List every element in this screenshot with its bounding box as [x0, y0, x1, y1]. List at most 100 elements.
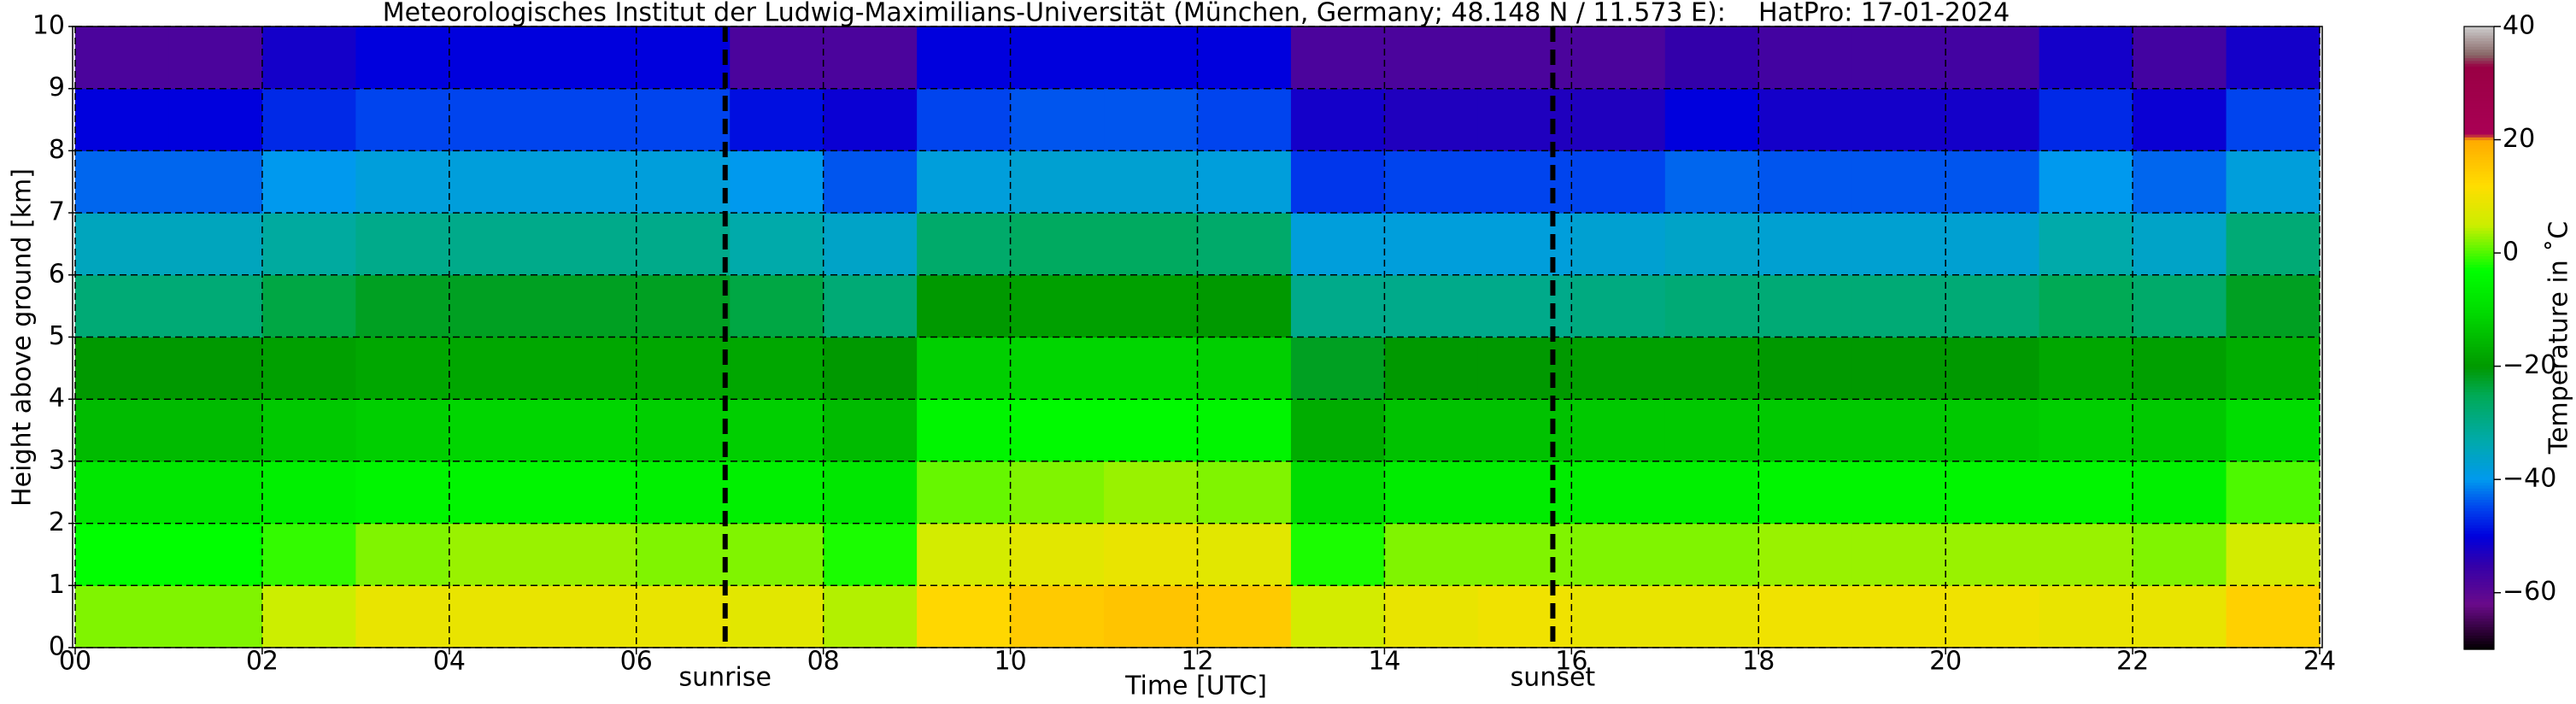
- heatmap-cell: [1945, 150, 2040, 214]
- colorbar-segment: [2464, 431, 2494, 435]
- colorbar-segment: [2464, 156, 2494, 161]
- colorbar-segment: [2464, 97, 2494, 101]
- colorbar-segment: [2464, 366, 2494, 370]
- heatmap-cell: [730, 26, 824, 90]
- colorbar-segment: [2464, 422, 2494, 426]
- colorbar-segment: [2464, 637, 2494, 642]
- heatmap-cell: [636, 88, 731, 151]
- x-tick-label: 24: [2303, 647, 2336, 677]
- heatmap-cell: [1571, 461, 1666, 525]
- colorbar-segment: [2464, 154, 2494, 158]
- colorbar-segment: [2464, 349, 2494, 353]
- heatmap-cell: [355, 461, 450, 525]
- heatmap-cell: [1851, 337, 1946, 400]
- heatmap-cell: [1197, 88, 1292, 151]
- colorbar-segment: [2464, 419, 2494, 424]
- heatmap-cell: [917, 213, 1012, 276]
- y-tick-label: 3: [49, 445, 65, 475]
- colorbar-segment: [2464, 290, 2494, 294]
- colorbar-segment: [2464, 68, 2494, 73]
- heatmap-cell: [917, 399, 1012, 462]
- colorbar-segment: [2464, 536, 2494, 540]
- heatmap-cell: [1758, 274, 1853, 337]
- heatmap-cell: [2039, 213, 2133, 276]
- colorbar-segment: [2464, 493, 2494, 497]
- colorbar-segment: [2464, 598, 2494, 602]
- y-tick-label: 4: [49, 384, 65, 414]
- colorbar-segment: [2464, 641, 2494, 644]
- heatmap-cell: [1758, 337, 1853, 400]
- colorbar-segment: [2464, 575, 2494, 579]
- colorbar-segment: [2464, 72, 2494, 75]
- heatmap-cell: [2226, 585, 2321, 648]
- colorbar-segment: [2464, 307, 2494, 310]
- heatmap-cell: [2133, 461, 2227, 525]
- colorbar-segment: [2464, 227, 2494, 232]
- heatmap-cell: [1290, 461, 1385, 525]
- heatmap-cell: [917, 337, 1012, 400]
- colorbar-segment: [2464, 43, 2494, 47]
- heatmap-cell: [355, 213, 450, 276]
- colorbar-segment: [2464, 473, 2494, 478]
- heatmap-cell: [1851, 26, 1946, 90]
- heatmap-cell: [1104, 26, 1198, 90]
- heatmap-cell: [449, 26, 543, 90]
- colorbar-segment: [2464, 204, 2494, 208]
- colorbar-segment: [2464, 309, 2494, 314]
- colorbar-segment: [2464, 402, 2494, 407]
- heatmap-cell: [823, 585, 918, 648]
- heatmap-cell: [2039, 150, 2133, 214]
- colorbar-segment: [2464, 286, 2494, 290]
- heatmap-cell: [1290, 274, 1385, 337]
- colorbar-segment: [2464, 159, 2494, 163]
- heatmap-cell: [1945, 523, 2040, 586]
- heatmap-cell: [1010, 337, 1105, 400]
- heatmap-cell: [1384, 274, 1479, 337]
- y-tick-label: 5: [49, 321, 65, 351]
- heatmap-cell: [1104, 274, 1198, 337]
- colorbar-segment: [2464, 292, 2494, 296]
- heatmap-cell: [1571, 523, 1666, 586]
- heatmap-cell: [1477, 585, 1572, 648]
- heatmap-cell: [1945, 88, 2040, 151]
- heatmap-cell: [1384, 523, 1479, 586]
- colorbar-segment: [2464, 295, 2494, 299]
- heatmap-cell: [168, 213, 263, 276]
- heatmap-cell: [261, 399, 356, 462]
- heatmap-cell: [1384, 150, 1479, 214]
- heatmap-cell: [730, 213, 824, 276]
- heatmap-cell: [1945, 337, 2040, 400]
- colorbar-segment: [2464, 385, 2494, 390]
- colorbar-segment: [2464, 533, 2494, 537]
- heatmap-cell: [261, 213, 356, 276]
- colorbar-segment: [2464, 244, 2494, 249]
- heatmap-cell: [449, 274, 543, 337]
- colorbar-segment: [2464, 109, 2494, 113]
- heatmap-cell: [1945, 399, 2040, 462]
- colorbar-segment: [2464, 443, 2494, 447]
- colorbar-segment: [2464, 346, 2494, 350]
- heatmap-cell: [636, 461, 731, 525]
- heatmap-cell: [917, 523, 1012, 586]
- heatmap-cell: [355, 337, 450, 400]
- colorbar-segment: [2464, 355, 2494, 359]
- colorbar-segment: [2464, 318, 2494, 322]
- heatmap-cell: [75, 274, 169, 337]
- colorbar-segment: [2464, 167, 2494, 172]
- colorbar-segment: [2464, 632, 2494, 637]
- colorbar-segment: [2464, 603, 2494, 607]
- colorbar-segment: [2464, 105, 2494, 109]
- colorbar-segment: [2464, 499, 2494, 503]
- heatmap-cell: [2039, 461, 2133, 525]
- colorbar-segment: [2464, 570, 2494, 574]
- heatmap-cell: [355, 26, 450, 90]
- colorbar-segment: [2464, 139, 2494, 144]
- colorbar-segment: [2464, 170, 2494, 174]
- colorbar-segment: [2464, 57, 2494, 62]
- heatmap-cell: [1384, 399, 1479, 462]
- colorbar-tick-label: −40: [2503, 464, 2556, 494]
- colorbar-segment: [2464, 434, 2494, 438]
- heatmap-cell: [1664, 274, 1759, 337]
- colorbar-segment: [2464, 133, 2494, 138]
- colorbar-segment: [2464, 465, 2494, 469]
